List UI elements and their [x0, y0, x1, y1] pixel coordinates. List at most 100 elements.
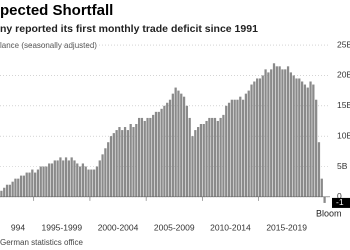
y-tick-label: 5B — [337, 161, 348, 171]
bar — [84, 166, 87, 197]
bar — [22, 175, 26, 197]
bar — [157, 111, 160, 197]
x-tick-label: 2005-2009 — [154, 222, 195, 232]
bar — [241, 99, 245, 197]
bar — [25, 172, 28, 197]
bar — [5, 184, 9, 197]
bar — [261, 75, 264, 197]
bar — [87, 169, 90, 197]
bar — [143, 120, 146, 197]
bar — [180, 93, 183, 197]
x-tick-label: 1995-1999 — [41, 222, 82, 232]
bar — [258, 78, 262, 197]
bar — [275, 66, 278, 197]
bar — [73, 160, 76, 197]
bar — [174, 87, 177, 197]
bar — [197, 127, 200, 197]
bar — [312, 84, 315, 197]
y-tick-label: 10B — [337, 130, 350, 140]
chart-title: pected Shortfall — [0, 2, 113, 19]
bar — [28, 172, 31, 197]
bar — [152, 114, 155, 197]
bar — [295, 78, 298, 197]
y-tick-label: 25B — [337, 39, 350, 49]
bar — [132, 127, 135, 197]
bar — [62, 160, 65, 197]
bar — [199, 124, 203, 197]
bar — [109, 136, 113, 197]
bar — [182, 96, 186, 197]
bar — [177, 90, 180, 197]
bar — [14, 178, 17, 197]
bar — [146, 117, 149, 197]
bar — [70, 157, 73, 197]
bar — [118, 127, 121, 197]
bar — [39, 166, 42, 197]
bar — [17, 178, 20, 197]
bar — [31, 169, 34, 197]
bar — [112, 133, 115, 197]
bar — [166, 102, 169, 197]
bar — [253, 81, 256, 197]
bar — [284, 69, 287, 197]
bar — [188, 117, 191, 197]
bar — [123, 127, 127, 197]
bar — [149, 117, 152, 197]
bar — [216, 120, 219, 197]
bar — [303, 84, 307, 197]
bar — [233, 99, 236, 197]
bar — [267, 72, 270, 197]
bar — [129, 124, 132, 197]
bar — [278, 66, 281, 197]
bar — [19, 175, 23, 197]
bar — [50, 163, 54, 197]
bar — [236, 99, 239, 197]
brand: Bloom — [316, 208, 342, 218]
bar — [244, 93, 248, 197]
bar — [230, 99, 233, 197]
bar — [140, 117, 144, 197]
bar — [309, 81, 312, 197]
bar — [90, 169, 93, 197]
bar — [256, 78, 259, 197]
bar — [154, 111, 158, 197]
bar — [194, 130, 197, 197]
bar — [300, 81, 304, 197]
bar — [272, 63, 276, 197]
chart-subtitle: ny reported its first monthly trade defi… — [0, 23, 258, 35]
bar — [247, 90, 250, 197]
x-tick-label: 994 — [11, 222, 25, 232]
source: German statistics office — [0, 238, 84, 247]
bar — [191, 136, 194, 197]
bar — [104, 148, 107, 197]
bar — [286, 66, 290, 197]
bar — [126, 130, 129, 197]
bar — [323, 196, 326, 203]
bar — [45, 166, 48, 197]
bar — [317, 142, 321, 197]
y-tick-label: 20B — [337, 70, 350, 80]
x-tick-label: 2000-2004 — [98, 222, 139, 232]
bar — [81, 163, 85, 197]
bar — [101, 154, 104, 197]
bar — [219, 117, 222, 197]
bar — [222, 114, 225, 197]
bar — [11, 181, 14, 197]
bar — [315, 99, 318, 197]
bar — [171, 93, 174, 197]
bar — [76, 163, 79, 197]
value-label-text: -1 — [336, 197, 344, 207]
bar — [48, 163, 51, 197]
bar — [225, 105, 228, 197]
bar — [53, 160, 56, 197]
bar — [264, 69, 267, 197]
value-label: -1 — [332, 197, 350, 208]
bar — [93, 169, 96, 197]
legend-label: lance (seasonally adjusted) — [0, 41, 97, 50]
bar — [239, 96, 242, 197]
bar — [211, 117, 214, 197]
bar — [78, 166, 82, 197]
bar — [270, 69, 273, 197]
bar — [298, 78, 301, 197]
